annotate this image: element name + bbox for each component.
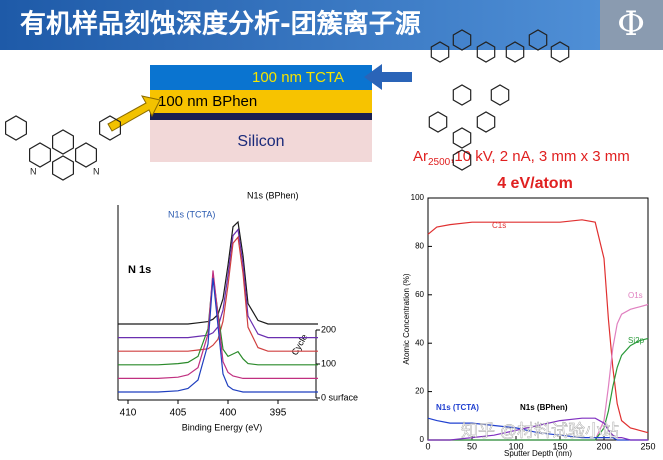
series-label: N1s (TCTA): [436, 403, 479, 412]
x-axis-label: Sputter Depth (nm): [504, 449, 572, 458]
series-label: Si2p: [628, 336, 645, 345]
x-tick-label: 405: [170, 408, 187, 419]
cluster-size: 2500: [428, 157, 451, 168]
molecule-ring: [452, 127, 472, 149]
series-line: [428, 303, 649, 441]
molecule-ring: [4, 115, 27, 141]
series-line: [428, 337, 649, 441]
atom: N: [93, 166, 100, 176]
spectrum: [118, 220, 318, 325]
molecule-ring: [476, 111, 496, 133]
spectrum: [118, 274, 318, 366]
y-tick-label: 80: [415, 242, 424, 251]
atom: N: [30, 166, 37, 176]
molecule-ring: [430, 41, 450, 63]
molecule-ring: [550, 41, 570, 63]
logo: Φ: [617, 4, 645, 44]
annotation: N 1s: [128, 264, 151, 276]
x-axis-label: Binding Energy (eV): [182, 422, 263, 432]
annotation: N1s (BPhen): [247, 190, 299, 200]
layer-label: Silicon: [237, 133, 284, 150]
series-label: O1s: [628, 291, 643, 300]
x-tick-label: 100: [508, 441, 523, 451]
molecule-ring: [505, 41, 525, 63]
silicon-layer: [150, 120, 372, 162]
y-axis-label: Atomic Concentration (%): [402, 273, 411, 364]
settings: ,10 kV, 2 nA, 3 mm x 3 mm: [450, 148, 630, 165]
molecule-ring: [476, 41, 496, 63]
x-tick-label: 0: [425, 441, 430, 451]
spectrum: [118, 228, 318, 339]
spectrum: [118, 270, 318, 379]
molecule-ring: [51, 155, 75, 181]
molecule-ring: [98, 115, 122, 141]
series-label: C1s: [492, 221, 506, 230]
molecule-ring: [428, 111, 448, 133]
logo-box: [600, 0, 663, 50]
z-axis-label: Cycle: [289, 332, 309, 356]
y-tick-label: 20: [415, 387, 424, 396]
x-tick-label: 400: [220, 408, 237, 419]
y-tick-label: 40: [415, 338, 424, 347]
molecule-ring: [74, 142, 98, 168]
x-tick-label: 150: [552, 441, 567, 451]
watermark: 知乎 @材料试验小站: [461, 421, 619, 440]
x-tick-label: 250: [640, 441, 655, 451]
spectrum: [118, 277, 318, 393]
bphen-layer: [150, 90, 372, 113]
series-line: [428, 417, 648, 441]
molecule-ring: [29, 142, 52, 168]
title-bar: [0, 0, 600, 50]
series-line: [427, 417, 648, 441]
molecule-ring: [51, 129, 75, 155]
layer-label: 100 nm TCTA: [252, 69, 344, 86]
y-tick-label: 100: [411, 193, 425, 202]
molecule-ring: [528, 29, 548, 51]
series-line: [427, 219, 649, 434]
z-tick-label: 0 surface: [321, 392, 358, 402]
conditions: Ar2500,10 kV, 2 nA, 3 mm x 3 mm: [413, 148, 630, 168]
molecule-ring: [452, 84, 472, 106]
molecule-ring: [490, 84, 510, 106]
slide-title: 有机样品刻蚀深度分析-团簇离子源: [20, 9, 421, 40]
y-tick-label: 0: [420, 435, 425, 444]
spectrum: [118, 235, 318, 352]
x-tick-label: 410: [120, 408, 137, 419]
beam: Ar: [413, 148, 428, 165]
x-tick-label: 200: [596, 441, 611, 451]
energy: 4 eV/atom: [497, 175, 573, 192]
molecule-ring: [452, 149, 472, 171]
layer-label: 100 nm BPhen: [158, 93, 257, 110]
molecule-ring: [452, 29, 472, 51]
tcta-layer: [150, 65, 372, 90]
interface-layer: [150, 113, 372, 120]
arrow: [364, 64, 412, 90]
series-label: N1s (BPhen): [520, 403, 568, 412]
annotation: N1s (TCTA): [168, 209, 215, 219]
z-tick-label: 200: [321, 324, 336, 334]
z-tick-label: 100: [321, 358, 336, 368]
x-tick-label: 50: [467, 441, 477, 451]
x-tick-label: 395: [270, 408, 287, 419]
y-tick-label: 60: [415, 290, 424, 299]
